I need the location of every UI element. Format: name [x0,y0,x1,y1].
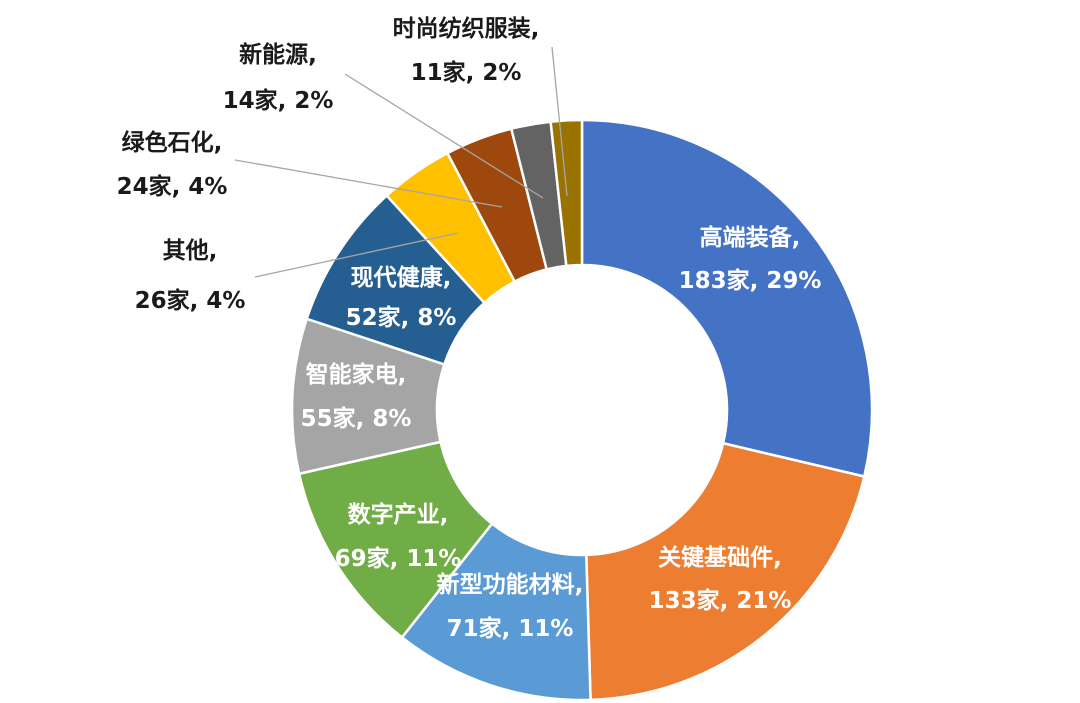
slice-label-name-10: 时尚纺织服装, [393,15,540,42]
slice-label-name-5: 智能家电, [306,361,407,388]
slice-label-name-2: 关键基础件, [658,544,782,571]
slice-label-value-1: 183家, 29% [679,267,822,294]
slice-label-value-4: 69家, 11% [335,545,462,572]
slice-label-name-8: 绿色石化, [122,129,223,156]
leader-line-9 [344,73,544,199]
slice-label-value-3: 71家, 11% [447,615,574,642]
slice-label-name-3: 新型功能材料, [437,571,584,598]
slice-label-name-1: 高端装备, [700,224,801,251]
slice-label-name-6: 现代健康, [351,264,452,291]
leader-line-10 [551,46,568,197]
slice-label-value-10: 11家, 2% [411,59,522,86]
slice-label-value-2: 133家, 21% [649,587,792,614]
leader-line-7 [254,232,459,278]
slice-2 [584,441,866,702]
slice-label-value-8: 24家, 4% [117,173,228,200]
slice-label-value-9: 14家, 2% [223,87,334,114]
slice-label-name-9: 新能源, [239,41,317,68]
slice-label-name-4: 数字产业, [348,501,449,528]
slice-label-name-7: 其他, [163,238,218,264]
leader-line-8 [234,159,503,208]
leader-lines [234,46,568,278]
slice-labels: 高端装备, 183家, 29% 关键基础件, 133家, 21% 新型功能材料, 71家,… [117,15,822,642]
slice-1 [580,118,874,479]
slice-label-value-6: 52家, 8% [346,304,457,331]
slice-label-value-5: 55家, 8% [301,405,412,432]
slice-label-value-7: 26家, 4% [135,287,246,314]
